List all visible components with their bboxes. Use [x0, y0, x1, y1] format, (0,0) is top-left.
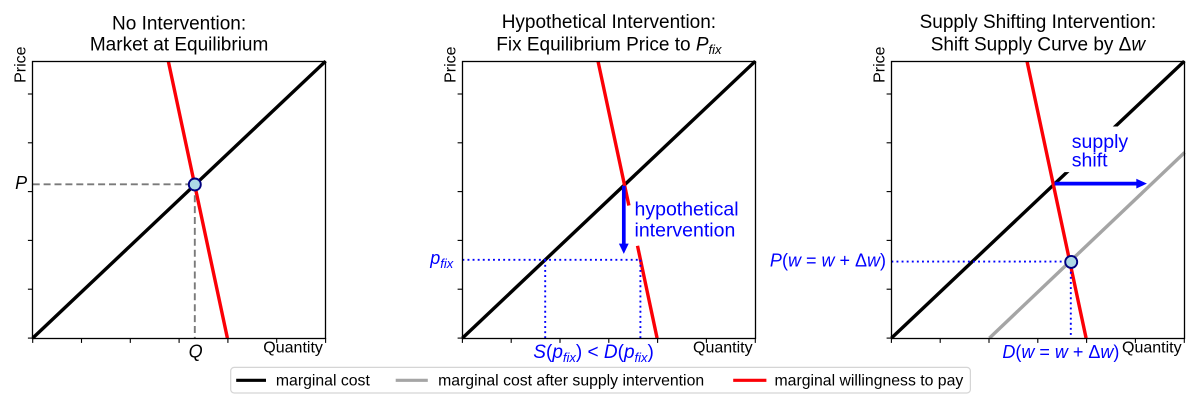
svg-text:Hypothetical Intervention:: Hypothetical Intervention: — [502, 12, 716, 33]
svg-text:Market at Equilibrium: Market at Equilibrium — [90, 35, 268, 56]
svg-text:Quantity: Quantity — [1122, 339, 1182, 356]
svg-text:hypothetical: hypothetical — [635, 199, 739, 221]
svg-text:marginal cost: marginal cost — [276, 373, 371, 390]
svg-text:P(w = w + Δw): P(w = w + Δw) — [770, 251, 886, 271]
svg-text:marginal cost after supply int: marginal cost after supply intervention — [438, 373, 704, 390]
svg-text:Shift Supply Curve by Δw: Shift Supply Curve by Δw — [931, 35, 1147, 56]
svg-text:supply: supply — [1072, 131, 1129, 153]
svg-text:Price: Price — [871, 46, 888, 83]
svg-text:marginal willingness to pay: marginal willingness to pay — [775, 373, 964, 390]
svg-text:Price: Price — [13, 46, 30, 83]
svg-text:D(w = w + Δw): D(w = w + Δw) — [1002, 342, 1119, 362]
svg-text:No Intervention:: No Intervention: — [112, 13, 246, 34]
svg-text:Supply Shifting Intervention:: Supply Shifting Intervention: — [920, 12, 1157, 33]
svg-text:intervention: intervention — [635, 220, 736, 242]
svg-text:Quantity: Quantity — [263, 339, 323, 356]
svg-text:shift: shift — [1072, 149, 1108, 171]
svg-text:Fix Equilibrium Price to Pfix: Fix Equilibrium Price to Pfix — [496, 35, 722, 58]
svg-text:P: P — [15, 173, 27, 193]
svg-text:Price: Price — [442, 46, 459, 83]
svg-text:Q: Q — [189, 342, 203, 362]
svg-text:Quantity: Quantity — [693, 339, 753, 356]
